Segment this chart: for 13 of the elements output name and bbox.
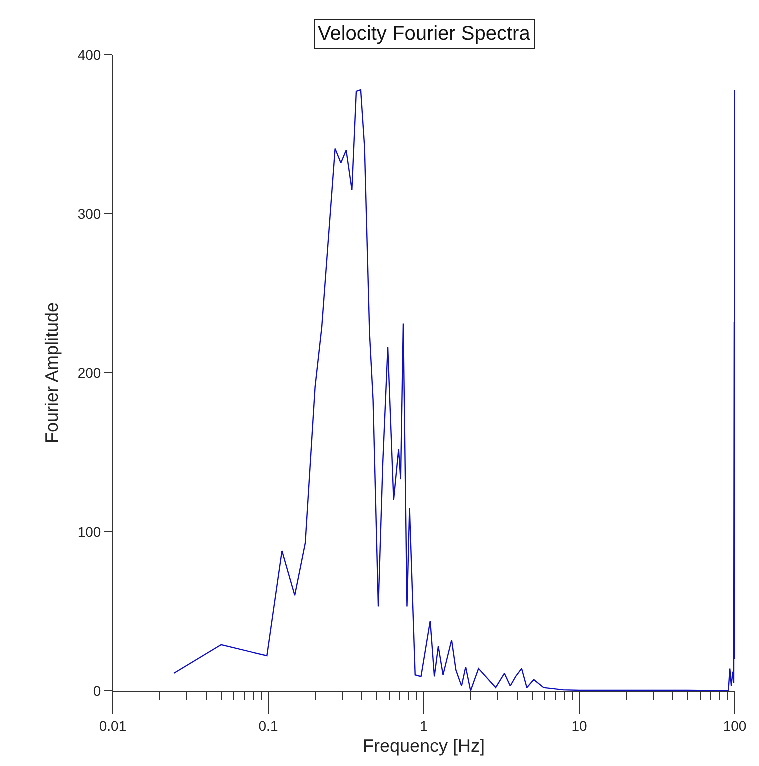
chart-title: Velocity Fourier Spectra [318,23,532,45]
x-tick-label: 10 [572,718,588,734]
x-axis-title: Frequency [Hz] [362,736,486,756]
y-tick-label: 0 [93,682,102,699]
x-tick-label: 0.1 [258,718,278,734]
x-tick-label: 0.01 [99,718,127,734]
x-tick-label: 100 [723,718,747,734]
y-tick-label: 100 [78,524,102,540]
y-tick-label: 200 [78,364,102,381]
y-axis-title: Fourier Amplitude [42,302,62,444]
x-tick-label: 1 [420,718,428,734]
y-tick-label: 400 [78,46,102,63]
y-tick-label: 300 [78,206,102,222]
